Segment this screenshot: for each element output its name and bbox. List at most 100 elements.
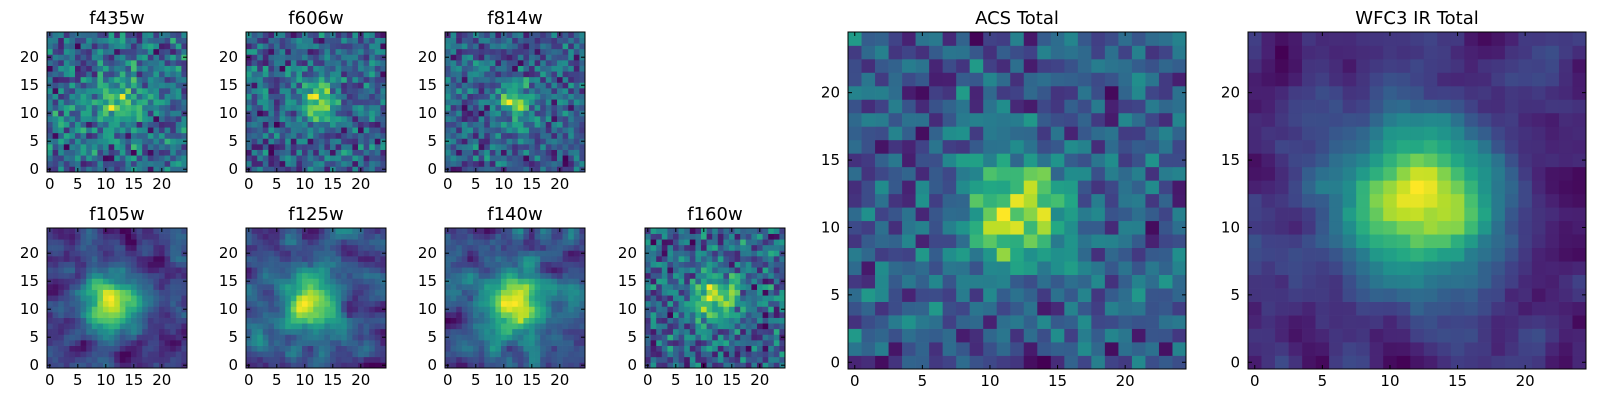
heatmap-cell	[330, 48, 336, 55]
heatmap-cell	[573, 250, 580, 257]
heatmap-cell	[125, 149, 132, 156]
heatmap-cell	[246, 289, 252, 296]
heatmap-cell	[119, 244, 126, 251]
heatmap-cell	[86, 99, 93, 106]
heatmap-cell	[136, 132, 143, 139]
heatmap-cell	[164, 317, 171, 324]
heatmap-cell	[450, 166, 457, 173]
heatmap-cell	[352, 138, 359, 145]
heatmap-cells	[47, 32, 188, 173]
heatmap-cell	[517, 88, 524, 94]
heatmap-cell	[159, 244, 165, 251]
heatmap-cell	[478, 267, 485, 274]
heatmap-cell	[768, 345, 775, 352]
heatmap-cell	[534, 228, 541, 234]
heatmap-cell	[661, 228, 668, 234]
heatmap-cell	[450, 76, 457, 83]
heatmap-cell	[667, 239, 674, 246]
heatmap-cell	[540, 60, 547, 66]
heatmap-cell	[717, 272, 724, 279]
heatmap-cell	[159, 99, 165, 106]
heatmap-cell	[501, 155, 507, 162]
heatmap-cell	[114, 362, 121, 369]
heatmap-cell	[374, 138, 381, 145]
heatmap-cell	[103, 312, 109, 318]
heatmap-cell	[136, 284, 143, 290]
heatmap-cell	[125, 160, 132, 167]
heatmap-cell	[136, 289, 143, 296]
heatmap-cell	[456, 155, 463, 162]
heatmap-cell	[762, 250, 769, 257]
heatmap-cell	[779, 233, 786, 240]
heatmap-cell	[915, 247, 930, 262]
heatmap-cell	[689, 267, 696, 274]
heatmap-cell	[290, 121, 297, 128]
heatmap-cell	[461, 144, 468, 150]
heatmap-cell	[181, 289, 188, 296]
heatmap-cell	[517, 93, 524, 100]
heatmap-cell	[159, 116, 165, 122]
heatmap-cell	[729, 256, 735, 262]
heatmap-cell	[573, 60, 580, 66]
heatmap-cell	[374, 54, 381, 61]
heatmap-cell	[956, 247, 971, 262]
heatmap-cell	[69, 356, 76, 363]
x-tick-label: 5	[73, 175, 83, 193]
heatmap-cell	[58, 54, 65, 61]
heatmap-cell	[757, 312, 763, 318]
heatmap-cell	[136, 278, 143, 285]
heatmap-cell	[983, 247, 998, 262]
heatmap-cell	[661, 323, 668, 330]
heatmap-cell	[136, 54, 143, 61]
heatmap-cell	[374, 312, 381, 318]
heatmap-cell	[142, 88, 149, 94]
heatmap-cell	[352, 261, 359, 268]
heatmap-cell	[684, 267, 691, 274]
heatmap-cell	[296, 300, 303, 307]
heatmap-cell	[573, 71, 580, 78]
heatmap-cell	[119, 340, 126, 346]
heatmap-cell	[262, 351, 269, 358]
heatmap-cell	[341, 71, 348, 78]
heatmap-cell	[902, 207, 916, 222]
heatmap-cell	[757, 306, 763, 313]
heatmap-cell	[489, 300, 496, 307]
heatmap-cell	[445, 244, 451, 251]
heatmap-cell	[181, 228, 188, 234]
heatmap-cell	[257, 37, 264, 44]
heatmap-cell	[745, 306, 752, 313]
heatmap-cell	[80, 48, 87, 55]
heatmap-cell	[86, 88, 93, 94]
heatmap-cell	[324, 340, 331, 346]
heatmap-cell	[103, 306, 109, 313]
heatmap-cell	[153, 65, 160, 72]
heatmap-cell	[695, 345, 702, 352]
heatmap-cell	[495, 244, 502, 251]
heatmap-cell	[1023, 328, 1038, 343]
heatmap-cell	[467, 250, 474, 257]
heatmap-cell	[86, 104, 93, 111]
heatmap-cell	[729, 300, 735, 307]
heatmap-cell	[523, 261, 530, 268]
panel-title: f814w	[487, 8, 542, 29]
heatmap-cell	[363, 149, 370, 156]
heatmap-cell	[773, 284, 780, 290]
heatmap-cell	[523, 32, 530, 38]
heatmap-cell	[380, 132, 387, 139]
heatmap-cell	[768, 261, 775, 268]
heatmap-cell	[983, 328, 998, 343]
heatmap-cell	[58, 289, 65, 296]
heatmap-cell	[335, 110, 342, 117]
heatmap-cell	[63, 295, 70, 302]
heatmap-cell	[751, 239, 758, 246]
heatmap-cell	[523, 267, 530, 274]
heatmap-cell	[517, 334, 524, 341]
heatmap-cell	[170, 340, 177, 346]
heatmap-cell	[91, 351, 98, 358]
heatmap-cell	[551, 272, 558, 279]
heatmap-cell	[147, 295, 154, 302]
heatmap-cell	[484, 356, 491, 363]
heatmap-cell	[52, 93, 59, 100]
heatmap-cell	[159, 334, 165, 341]
heatmap-cell	[517, 121, 524, 128]
